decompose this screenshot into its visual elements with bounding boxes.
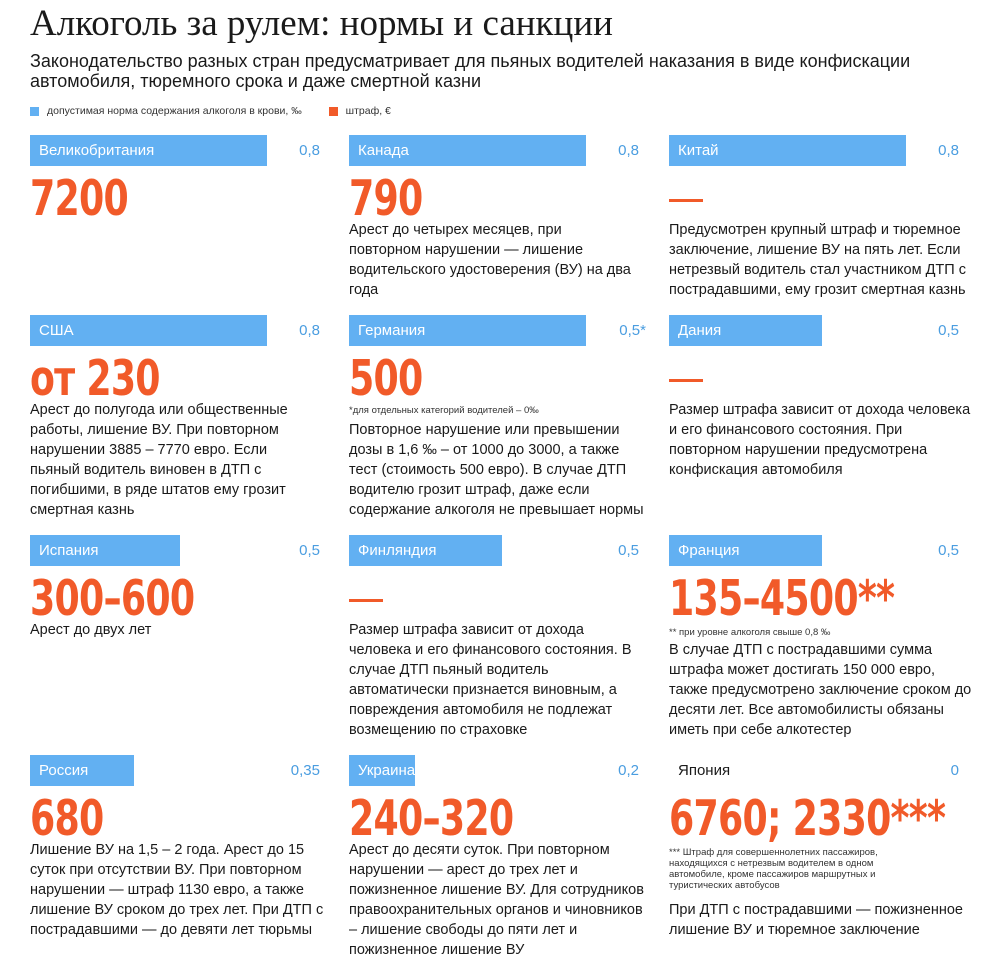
fine-value: 790	[349, 170, 423, 227]
country-card-china: Китай 0,8 Предусмотрен крупный штраф и т…	[669, 135, 969, 345]
norm-value: 0,35	[290, 762, 320, 779]
country-card-germany: Германия 0,5* 500 *для отдельных категор…	[349, 315, 649, 525]
norm-value: 0,8	[938, 142, 959, 159]
norm-value: 0,5	[618, 542, 639, 559]
description: В случае ДТП с пострадавшими сумма штраф…	[669, 642, 972, 738]
footnote: *для отдельных категорий водителей – 0‰	[349, 405, 539, 416]
country-label: Испания	[30, 535, 180, 566]
norm-value: 0,2	[618, 762, 639, 779]
norm-value: 0,5	[299, 542, 320, 559]
fine-value: 240–320	[349, 790, 514, 847]
country-label: Китай	[669, 135, 906, 166]
fine-value: 300–600	[30, 570, 195, 627]
norm-value: 0,8	[299, 142, 320, 159]
description: При ДТП с пострадавшими — пожизненное ли…	[669, 902, 963, 938]
fine-value: 6760; 2330***	[669, 790, 946, 847]
country-card-france: Франция 0,5 135–4500** ** при уровне алк…	[669, 535, 971, 745]
description: Предусмотрен крупный штраф и тюремное за…	[669, 222, 966, 298]
fine-value: 135–4500**	[669, 570, 895, 627]
norm-value: 0,5*	[619, 322, 646, 339]
fine-value: 680	[30, 790, 104, 847]
page-title: Алкоголь за рулем: нормы и санкции	[30, 3, 613, 44]
footnote: ** при уровне алкоголя свыше 0,8 ‰	[669, 627, 831, 638]
norm-value: 0,5	[938, 322, 959, 339]
country-card-canada: Канада 0,8 790 Арест до четырех месяцев,…	[349, 135, 649, 345]
legend-label-norm: допустимая норма содержания алкоголя в к…	[47, 105, 302, 117]
country-label: Франция	[669, 535, 822, 566]
country-card-spain: Испания 0,5 300–600 Арест до двух лет	[30, 535, 330, 745]
no-fine-dash	[349, 599, 383, 602]
legend-swatch-blue	[30, 106, 39, 116]
description: Повторное нарушение или превышении дозы …	[349, 422, 644, 518]
legend-item-norm: допустимая норма содержания алкоголя в к…	[30, 105, 302, 117]
page-subtitle: Законодательство разных стран предусматр…	[30, 51, 911, 91]
country-card-russia: Россия 0,35 680 Лишение ВУ на 1,5 – 2 го…	[30, 755, 330, 965]
norm-value: 0,8	[299, 322, 320, 339]
no-fine-dash	[669, 199, 703, 202]
description: Арест до четырех месяцев, при повторном …	[349, 222, 631, 298]
description: Размер штрафа зависит от дохода человека…	[669, 402, 971, 478]
country-card-denmark: Дания 0,5 Размер штрафа зависит от доход…	[669, 315, 970, 525]
country-card-ukraine: Украина 0,2 240–320 Арест до десяти суто…	[349, 755, 649, 965]
country-label: Украина	[349, 755, 415, 786]
norm-value: 0,8	[618, 142, 639, 159]
description: Арест до полугода или общественные работ…	[30, 402, 288, 518]
description: Размер штрафа зависит от дохода человека…	[349, 622, 632, 738]
country-label: Великобритания	[30, 135, 267, 166]
country-card-usa: США 0,8 от 230 Арест до полугода или общ…	[30, 315, 330, 525]
country-label: США	[30, 315, 267, 346]
legend-swatch-orange	[328, 106, 338, 116]
country-label: Россия	[30, 755, 134, 786]
country-label: Германия	[349, 315, 586, 346]
legend: допустимая норма содержания алкоголя в к…	[30, 105, 415, 119]
legend-label-fine: штраф, €	[345, 105, 391, 117]
description: Арест до двух лет	[30, 622, 152, 638]
no-fine-dash	[669, 379, 703, 382]
country-card-uk: Великобритания 0,8 7200	[30, 135, 330, 345]
country-card-japan: Япония 0 6760; 2330*** *** Штраф для сов…	[669, 755, 969, 965]
fine-value: от 230	[30, 350, 161, 407]
description: Лишение ВУ на 1,5 – 2 года. Арест до 15 …	[30, 842, 324, 938]
country-label: Япония	[678, 762, 731, 779]
country-label: Дания	[669, 315, 822, 346]
norm-value: 0	[950, 762, 959, 779]
country-label: Финляндия	[349, 535, 502, 566]
country-label: Канада	[349, 135, 586, 166]
fine-value: 7200	[30, 170, 129, 227]
country-card-finland: Финляндия 0,5 Размер штрафа зависит от д…	[349, 535, 649, 745]
norm-value: 0,5	[938, 542, 959, 559]
description: Арест до десяти суток. При повторном нар…	[349, 842, 644, 958]
footnote: *** Штраф для совершеннолетних пассажиро…	[669, 847, 878, 891]
fine-value: 500	[349, 350, 423, 407]
legend-item-fine: штраф, €	[328, 105, 391, 117]
